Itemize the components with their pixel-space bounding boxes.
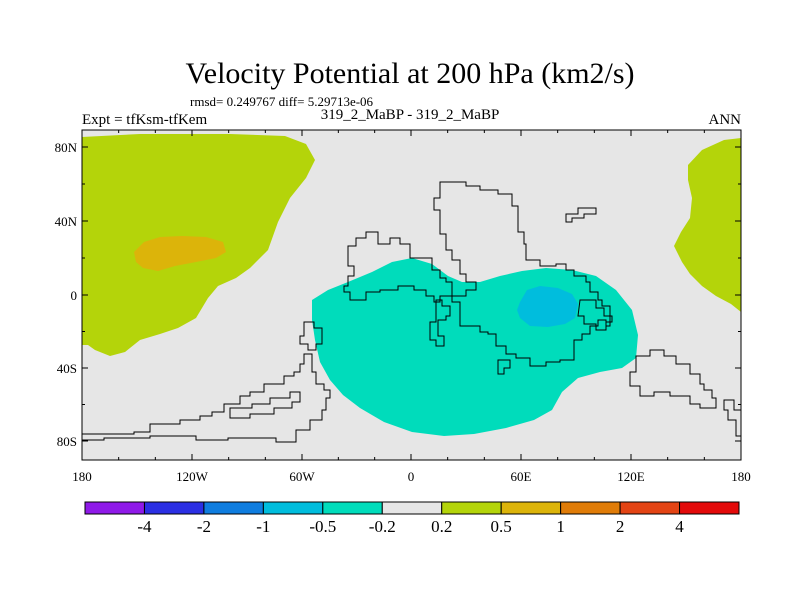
legend-swatch: [203, 501, 264, 515]
case-label: 319_2_MaBP - 319_2_MaBP: [321, 107, 500, 123]
legend-swatch: [679, 501, 740, 515]
legend-swatch: [441, 501, 502, 515]
legend-label: -1: [256, 517, 270, 536]
legend-swatch: [500, 501, 562, 515]
lat-tick-label: 80S: [57, 434, 77, 449]
lat-ticks: 80N 40N 0 40S 80S: [55, 140, 741, 449]
lon-tick-label: 60W: [289, 469, 315, 484]
legend-label: -2: [197, 517, 211, 536]
coastlines: [82, 181, 741, 443]
legend-colorbar: [84, 501, 740, 515]
lat-tick-label: 80N: [55, 140, 78, 155]
legend-swatch: [262, 501, 324, 515]
legend-label: 0.5: [491, 517, 512, 536]
legend-swatch: [619, 501, 681, 515]
lon-ticks: 180 120W 60W 0 60E 120E 180: [72, 130, 751, 484]
lon-tick-label: 60E: [511, 469, 532, 484]
lon-tick-label: 180: [72, 469, 92, 484]
expt-label: Expt = tfKsm-tfKem: [82, 112, 207, 128]
lon-tick-label: 120E: [617, 469, 645, 484]
legend-swatch: [322, 501, 383, 515]
lat-tick-label: 40S: [57, 361, 77, 376]
lat-tick-label: 0: [71, 288, 78, 303]
legend-swatch: [381, 501, 443, 515]
legend-label: -0.2: [369, 517, 396, 536]
lon-tick-label: 120W: [176, 469, 209, 484]
positive-region-northeast: [674, 138, 741, 312]
lon-tick-label: 180: [731, 469, 751, 484]
legend-label: 0.2: [431, 517, 452, 536]
negative-region-patch: [517, 286, 578, 327]
legend-label: 4: [675, 517, 684, 536]
legend-label: 1: [556, 517, 565, 536]
legend-label: -0.5: [309, 517, 336, 536]
positive-region-patch: [134, 236, 226, 271]
lon-tick-label: 0: [408, 469, 415, 484]
season-label: ANN: [709, 112, 742, 128]
lat-tick-label: 40N: [55, 214, 78, 229]
legend-labels: -4 -2 -1 -0.5 -0.2 0.2 0.5 1 2 4: [137, 517, 684, 536]
legend-swatch: [84, 501, 145, 515]
legend-label: -4: [137, 517, 152, 536]
stats-subtitle: rmsd= 0.249767 diff= 5.29713e-06: [190, 94, 374, 109]
legend-swatch: [560, 501, 621, 515]
legend-label: 2: [616, 517, 625, 536]
legend-swatch: [143, 501, 205, 515]
plot-title: Velocity Potential at 200 hPa (km2/s): [185, 57, 634, 90]
